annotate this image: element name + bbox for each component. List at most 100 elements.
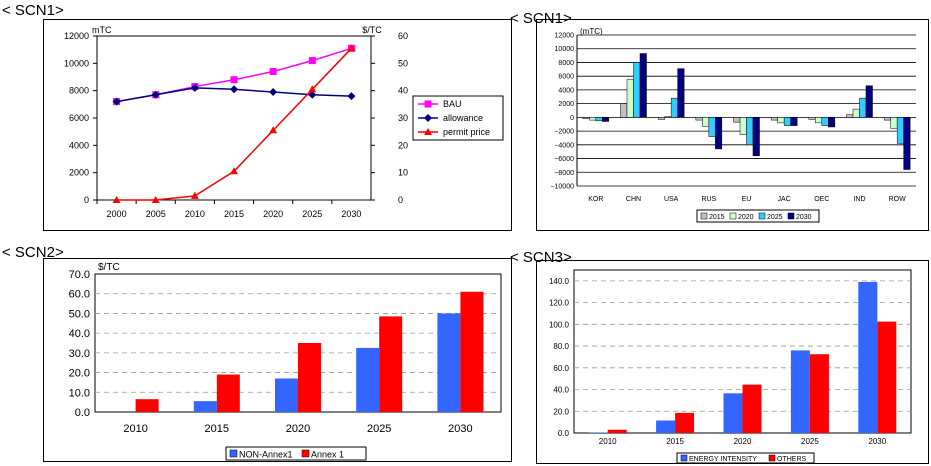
c4-y-tick-label: 80.0	[553, 342, 569, 351]
c2-bar	[790, 117, 798, 126]
c4-y-tick-label: 100.0	[549, 320, 570, 329]
c1-legend-label: allowance	[443, 113, 483, 123]
c4-bar	[858, 281, 878, 433]
c4-y-tick-label: 20.0	[553, 407, 569, 416]
c4-legend-swatch	[680, 454, 688, 462]
c3-y-tick-label: 20.0	[69, 368, 90, 380]
c3-legend-swatch	[301, 449, 310, 458]
c1-point	[269, 88, 278, 97]
c3-x-tick-label: 2025	[367, 423, 391, 435]
c4-y-tick-label: 120.0	[549, 299, 570, 308]
c1-point	[151, 196, 160, 203]
c3-legend-label: NON-Annex1	[239, 450, 293, 460]
c2-bar	[677, 68, 685, 118]
c2-x-tick-label: JAC	[778, 196, 791, 203]
c1-point	[230, 167, 238, 175]
c2-x-tick-label: RUS	[701, 196, 716, 203]
c3-y-tick-label: 10.0	[69, 387, 90, 399]
c2-bar	[695, 117, 703, 121]
c2-bar	[733, 117, 741, 123]
c1-point	[190, 191, 199, 199]
c4-bar	[607, 429, 627, 433]
c2-legend-swatch	[758, 212, 766, 220]
c2-y-tick-label: 12000	[555, 33, 575, 40]
c3-y-tick-label: 30.0	[69, 348, 90, 360]
c2-bar	[620, 103, 628, 118]
c4-x-tick-label: 2020	[734, 437, 752, 446]
panel-label-scn3: < SCN3>	[510, 249, 572, 266]
c2-bar	[602, 117, 610, 122]
panel-label-scn1-left: < SCN1>	[2, 2, 64, 19]
c2-bar	[626, 79, 634, 118]
c2-legend-label: 2015	[709, 214, 725, 221]
c3-x-tick-label: 2030	[448, 423, 472, 435]
c2-bar	[752, 117, 760, 157]
c3-x-tick-label: 2010	[123, 423, 147, 435]
c3-bar	[298, 343, 321, 412]
c1-point	[347, 92, 356, 101]
c1-y2-tick-label: 40	[398, 86, 408, 96]
c2-legend-label: 2030	[796, 214, 812, 221]
c2-legend-label: 2025	[767, 214, 783, 221]
c1-x-tick-label: 2000	[107, 209, 127, 219]
c2-x-tick-label: ROW	[889, 196, 907, 203]
panel-label-scn1-right: < SCN1>	[510, 10, 572, 27]
c1-y-tick-label: 10000	[64, 58, 89, 68]
c3-bar	[379, 316, 403, 412]
c4-bar	[742, 384, 762, 433]
c1-x-tick-label: 2020	[263, 209, 283, 219]
c2-y-tick-label: −10000	[550, 184, 574, 191]
c2-y-tick-label: 8000	[558, 60, 574, 67]
c2-y-tick-label: −8000	[554, 170, 574, 177]
c1-point	[269, 68, 277, 76]
c1-x-tick-label: 2030	[341, 209, 361, 219]
c1-point	[347, 44, 356, 52]
c2-bar	[715, 117, 723, 150]
c3-bar	[356, 347, 380, 412]
c4-bar	[790, 350, 810, 433]
c1-plot-area	[96, 35, 372, 201]
c2-bar	[890, 117, 898, 129]
c2-bar	[828, 117, 836, 128]
c1-y2-tick-label: 20	[398, 140, 408, 150]
c1-point	[112, 196, 121, 203]
c2-x-tick-label: OEC	[814, 196, 829, 203]
c1-point	[308, 90, 317, 99]
c1-y2-tick-label: 10	[398, 168, 408, 178]
c1-y2-tick-label: 30	[398, 113, 408, 123]
c1-y-tick-label: 12000	[64, 31, 89, 41]
chart2-frame	[536, 19, 929, 231]
c1-y2-tick-label: 50	[398, 58, 408, 68]
c2-legend-swatch	[729, 212, 737, 220]
c4-y-tick-label: 140.0	[549, 277, 570, 286]
c1-legend-marker	[424, 100, 432, 108]
c1-point	[230, 85, 238, 94]
c1-y-tick-label: 8000	[69, 86, 89, 96]
c3-y-tick-label: 0.0	[75, 407, 90, 419]
c3-bar	[460, 291, 484, 412]
c4-bar	[723, 393, 743, 433]
c3-legend-swatch	[229, 449, 238, 458]
c3-y-tick-label: 50.0	[69, 308, 90, 320]
c3-y-tick-label: 40.0	[69, 328, 90, 340]
c1-y-tick-label: 4000	[69, 140, 89, 150]
c4-x-tick-label: 2010	[599, 437, 617, 446]
c2-bar	[777, 117, 785, 124]
c2-bar	[852, 108, 860, 118]
c3-bar	[437, 313, 461, 412]
c2-bar	[746, 117, 754, 146]
c2-bar	[896, 117, 904, 144]
c2-bar	[589, 117, 597, 121]
c2-y-tick-label: 0	[570, 115, 574, 122]
c2-bar	[903, 117, 911, 170]
c4-legend-label: ENERGY INTENSITY	[689, 456, 757, 463]
c2-x-tick-label: CHN	[626, 196, 641, 203]
c4-bar	[588, 432, 608, 433]
c1-right-unit: $/TC	[362, 25, 382, 35]
c1-left-unit: mTC	[92, 25, 112, 35]
c1-point	[151, 90, 160, 99]
c2-y-tick-label: −4000	[554, 142, 574, 149]
c1-x-tick-label: 2005	[146, 209, 166, 219]
c3-legend-box	[225, 446, 367, 461]
